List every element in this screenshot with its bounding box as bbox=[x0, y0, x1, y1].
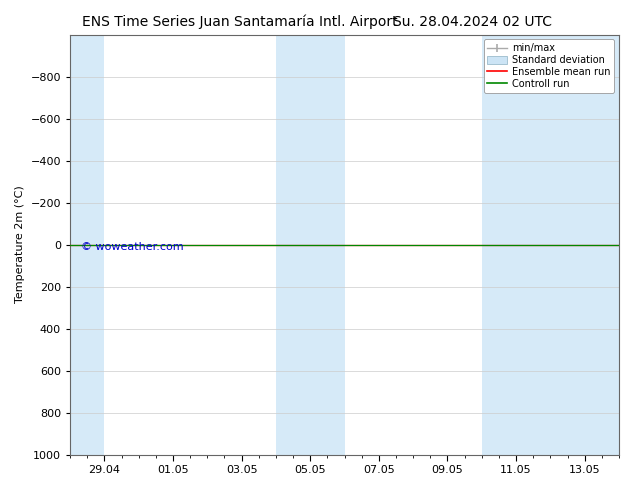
Legend: min/max, Standard deviation, Ensemble mean run, Controll run: min/max, Standard deviation, Ensemble me… bbox=[484, 40, 614, 93]
Bar bbox=[482, 35, 619, 455]
Text: ENS Time Series Juan Santamaría Intl. Airport: ENS Time Series Juan Santamaría Intl. Ai… bbox=[82, 15, 398, 29]
Bar bbox=[276, 35, 344, 455]
Bar bbox=[70, 35, 105, 455]
Text: © woweather.com: © woweather.com bbox=[81, 243, 184, 252]
Y-axis label: Temperature 2m (°C): Temperature 2m (°C) bbox=[15, 186, 25, 303]
Text: Su. 28.04.2024 02 UTC: Su. 28.04.2024 02 UTC bbox=[392, 15, 552, 29]
